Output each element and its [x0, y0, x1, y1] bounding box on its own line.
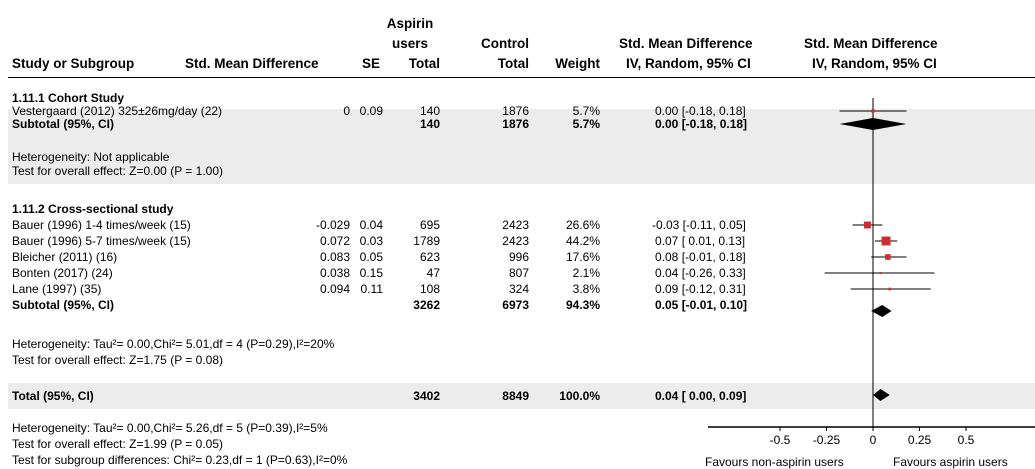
study-ci: 0.08 [-0.01, 0.18] — [655, 250, 746, 264]
total-ci: 0.04 [ 0.00, 0.09] — [655, 389, 747, 403]
study-name: Bauer (1996) 5-7 times/week (15) — [12, 234, 191, 248]
study-se: 0.04 — [359, 218, 383, 232]
subgroup-differences-note: Test for subgroup differences: Chi²= 0.2… — [12, 453, 348, 467]
subtotal-asp: 140 — [419, 117, 440, 131]
group-title: 1.11.2 Cross-sectional study — [12, 202, 174, 216]
header-plot-1: Std. Mean Difference — [804, 36, 938, 51]
study-ci: 0.00 [-0.18, 0.18] — [655, 104, 746, 118]
study-smd: 0.094 — [319, 282, 350, 296]
study-marker — [885, 254, 891, 260]
overall-effect-note: Test for overall effect: Z=0.00 (P = 1.0… — [12, 164, 224, 178]
total-label: Total (95%, CI) — [12, 389, 94, 403]
header-weight: Weight — [555, 56, 600, 71]
x-tick-label: -0.25 — [813, 433, 841, 447]
study-smd: -0.029 — [315, 218, 350, 232]
study-name: Bauer (1996) 1-4 times/week (15) — [12, 218, 191, 232]
group-title: 1.11.1 Cohort Study — [12, 91, 125, 105]
study-ctl: 2423 — [502, 218, 529, 232]
study-se: 0.05 — [359, 250, 383, 264]
header-ci-2: IV, Random, 95% CI — [626, 56, 751, 71]
study-asp: 623 — [419, 250, 440, 264]
study-smd: 0.072 — [319, 234, 350, 248]
subtotal-label: Subtotal (95%, CI) — [12, 117, 115, 131]
study-marker — [863, 221, 871, 229]
study-se: 0.15 — [359, 266, 383, 280]
study-smd: 0 — [343, 104, 350, 118]
study-name: Lane (1997) (35) — [12, 282, 102, 296]
study-ctl: 1876 — [502, 104, 529, 118]
header-rule — [8, 77, 1035, 78]
study-ci: -0.03 [-0.11, 0.05] — [652, 218, 746, 232]
subtotal-ci: 0.00 [-0.18, 0.18] — [655, 117, 748, 131]
study-asp: 108 — [419, 282, 440, 296]
study-marker — [881, 236, 891, 246]
study-marker — [888, 287, 892, 291]
study-asp: 47 — [426, 266, 440, 280]
study-smd: 0.083 — [319, 250, 350, 264]
study-weight: 26.6% — [565, 218, 600, 232]
header-se: SE — [362, 56, 381, 71]
favours-left-label: Favours non-aspirin users — [705, 455, 844, 469]
subtotal-weight: 5.7% — [572, 117, 600, 131]
header-plot-2: IV, Random, 95% CI — [812, 56, 937, 71]
study-asp: 695 — [419, 218, 440, 232]
study-asp: 140 — [419, 104, 440, 118]
study-ctl: 996 — [508, 250, 529, 264]
pooled-diamond — [873, 389, 890, 401]
total-heterogeneity-note: Heterogeneity: Tau²= 0.00,Chi²= 5.26,df … — [12, 421, 328, 435]
header-ctl-1: Control — [481, 36, 529, 51]
subtotal-ctl: 1876 — [502, 117, 529, 131]
pooled-diamond — [871, 305, 892, 317]
heterogeneity-note: Heterogeneity: Not applicable — [12, 150, 170, 164]
x-tick-label: 0 — [870, 433, 877, 447]
study-se: 0.11 — [360, 282, 383, 296]
x-tick-label: 0.25 — [908, 433, 932, 447]
study-ctl: 2423 — [502, 234, 529, 248]
study-asp: 1789 — [413, 234, 440, 248]
total-band — [8, 383, 1035, 409]
header-ci-1: Std. Mean Difference — [619, 36, 753, 51]
x-tick-label: -0.5 — [770, 433, 791, 447]
header-asp-2: users — [391, 36, 429, 51]
study-ctl: 324 — [508, 282, 529, 296]
x-tick-label: 0.5 — [958, 433, 975, 447]
study-weight: 44.2% — [565, 234, 600, 248]
heterogeneity-note: Heterogeneity: Tau²= 0.00,Chi²= 5.01,df … — [12, 337, 335, 351]
header-smd: Std. Mean Difference — [185, 56, 319, 71]
study-weight: 5.7% — [572, 104, 600, 118]
study-smd: 0.038 — [319, 266, 350, 280]
total-asp: 3402 — [413, 389, 440, 403]
study-weight: 2.1% — [572, 266, 600, 280]
total-ctl: 8849 — [502, 389, 529, 403]
study-name: Vestergaard (2012) 325±26mg/day (22) — [12, 104, 223, 118]
header-asp-3: Total — [408, 56, 440, 71]
study-name: Bleicher (2011) (16) — [12, 250, 118, 264]
subtotal-ctl: 6973 — [502, 298, 529, 312]
subtotal-ci: 0.05 [-0.01, 0.10] — [655, 298, 748, 312]
study-ctl: 807 — [508, 266, 529, 280]
study-se: 0.03 — [359, 234, 383, 248]
study-ci: 0.04 [-0.26, 0.33] — [655, 266, 746, 280]
study-weight: 17.6% — [565, 250, 600, 264]
study-ci: 0.07 [ 0.01, 0.13] — [655, 234, 746, 248]
study-marker — [871, 109, 875, 113]
total-overall-effect-note: Test for overall effect: Z=1.99 (P = 0.0… — [12, 437, 224, 451]
header-study: Study or Subgroup — [12, 56, 135, 71]
overall-effect-note: Test for overall effect: Z=1.75 (P = 0.0… — [12, 353, 224, 367]
subtotal-weight: 94.3% — [565, 298, 600, 312]
header-asp-1: Aspirin — [386, 16, 434, 31]
study-se: 0.09 — [359, 104, 383, 118]
subtotal-label: Subtotal (95%, CI) — [12, 298, 115, 312]
subtotal-asp: 3262 — [413, 298, 440, 312]
pooled-diamond — [839, 118, 907, 130]
total-weight: 100.0% — [559, 389, 600, 403]
study-name: Bonten (2017) (24) — [12, 266, 113, 280]
study-marker — [879, 272, 882, 274]
study-weight: 3.8% — [572, 282, 600, 296]
favours-right-label: Favours aspirin users — [893, 455, 1008, 469]
study-ci: 0.09 [-0.12, 0.31] — [655, 282, 746, 296]
header-ctl-2: Total — [497, 56, 529, 71]
